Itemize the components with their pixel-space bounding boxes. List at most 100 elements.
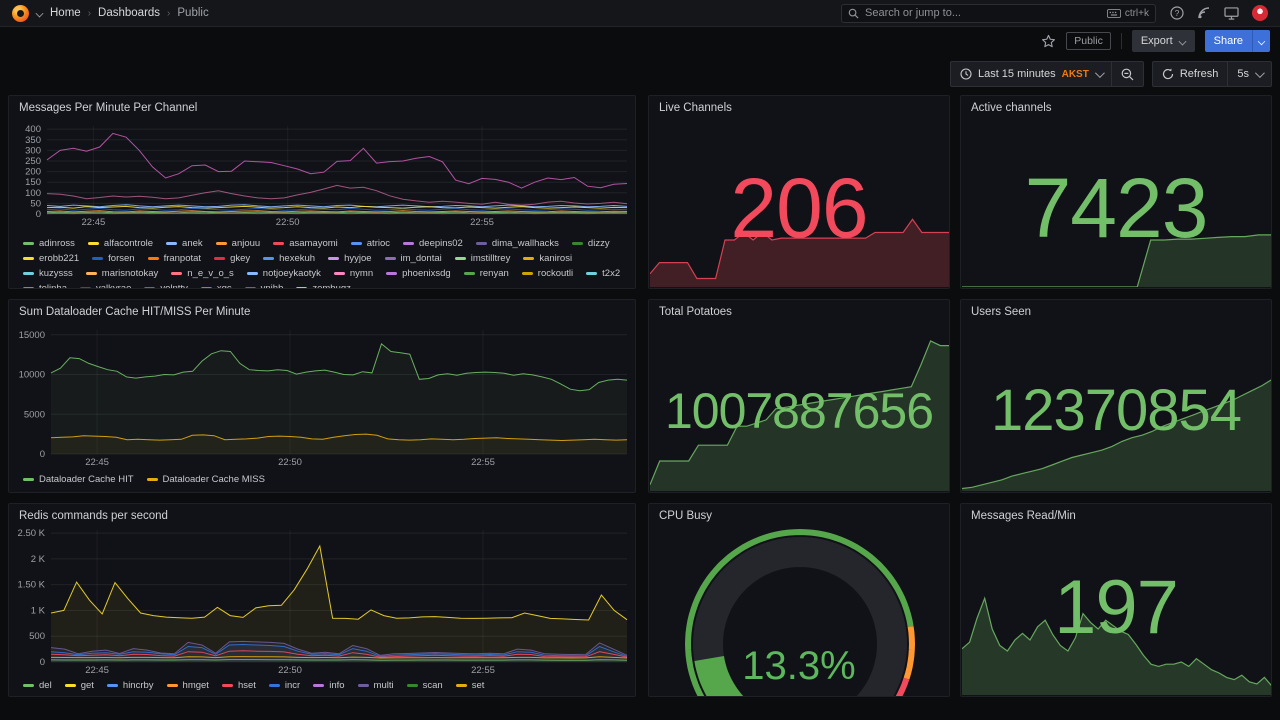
legend-item[interactable]: xqc [200,283,232,288]
panel-title[interactable]: CPU Busy [659,510,713,522]
legend-item[interactable]: anjouu [215,238,260,249]
panel-title[interactable]: Messages Read/Min [971,510,1076,522]
legend-item[interactable]: forsen [92,253,135,264]
legend-item[interactable]: erobb221 [23,253,79,264]
legend-item[interactable]: renyan [463,268,509,279]
legend-item[interactable]: telinha [23,283,67,288]
legend-item[interactable]: imstilltrey [454,253,510,264]
legend-item[interactable]: kuzysss [23,268,73,279]
legend-item[interactable]: Dataloader Cache MISS [146,474,265,485]
panel-dataloader-cache[interactable]: Sum Dataloader Cache HIT/MISS Per Minute… [8,299,636,493]
legend-item[interactable]: franpotat [147,253,201,264]
panel-title[interactable]: Total Potatoes [659,306,732,318]
legend-item[interactable]: n_e_v_o_s [171,268,234,279]
legend-item[interactable]: incr [268,680,300,691]
legend-item[interactable]: set [455,680,484,691]
legend-item[interactable]: get [64,680,94,691]
stat-value: 206 [730,161,868,255]
legend-item[interactable]: notjoeykaotyk [246,268,321,279]
svg-text:5000: 5000 [24,409,45,420]
legend-item[interactable]: scan [406,680,443,691]
legend-item[interactable]: hincrby [106,680,154,691]
share-button[interactable]: Share [1204,30,1252,52]
zoom-out-time-button[interactable] [1110,62,1143,86]
legend-item[interactable]: info [313,680,345,691]
help-icon[interactable]: ? [1170,6,1184,20]
export-button[interactable]: Export [1131,30,1195,52]
stat-value: 12370854 [990,378,1242,443]
timeseries-chart[interactable]: 0 500 1 K 1.50 K 2 K 2.50 K 22:45 22:50 22:55 [15,526,631,676]
breadcrumb-dashboards[interactable]: Dashboards [98,7,161,19]
time-range-picker[interactable]: Last 15 minutes AKST [951,62,1111,86]
legend-item[interactable]: marisnotokay [85,268,158,279]
panel-total-potatoes[interactable]: Total Potatoes 1007887656 [648,299,950,493]
sparkline [650,340,949,491]
zoom-out-icon [1121,68,1134,80]
panel-redis-commands[interactable]: Redis commands per second 0 500 1 K 1.50 K 2… [8,503,636,697]
legend-item[interactable]: valkyrae [80,283,131,288]
legend-item[interactable]: atrioc [350,238,390,249]
legend-item[interactable]: deepins02 [403,238,463,249]
refresh-button[interactable]: Refresh [1153,62,1228,86]
legend-item[interactable]: nymn [333,268,373,279]
legend-item[interactable]: hexekuh [263,253,315,264]
panel-title[interactable]: Active channels [971,102,1052,114]
svg-text:22:50: 22:50 [276,217,300,228]
search-input-wrap[interactable]: ctrl+k [841,3,1156,23]
legend-item[interactable]: alfacontrole [87,238,153,249]
star-icon[interactable] [1041,34,1056,49]
news-rss-icon[interactable] [1197,6,1211,20]
refresh-interval-picker[interactable]: 5s [1227,62,1271,86]
share-split-button: Share [1204,30,1270,52]
legend-item[interactable]: t2x2 [586,268,620,279]
toolbar-divider [1120,33,1122,49]
panel-title[interactable]: Sum Dataloader Cache HIT/MISS Per Minute [19,306,251,318]
svg-text:300: 300 [25,145,41,156]
panel-title[interactable]: Users Seen [971,306,1032,318]
legend-item[interactable]: del [23,680,52,691]
legend-item[interactable]: zembugz [296,283,351,288]
legend-item[interactable]: kanirosi [523,253,572,264]
legend-item[interactable]: rockoutli [521,268,573,279]
panel-title[interactable]: Redis commands per second [19,510,168,522]
refresh-icon [1162,68,1173,80]
panel-users-seen[interactable]: Users Seen 12370854 [960,299,1272,493]
legend-item[interactable]: ynihb [244,283,283,288]
legend-item[interactable]: hset [221,680,256,691]
legend-item[interactable]: adinross [23,238,75,249]
panel-cpu-busy[interactable]: CPU Busy 13.3% [648,503,950,697]
grafana-logo[interactable] [12,4,29,22]
legend-item[interactable]: multi [357,680,394,691]
legend-item[interactable]: Dataloader Cache HIT [23,474,134,485]
legend-item[interactable]: volnttv [144,283,188,288]
panel-active-channels[interactable]: Active channels 7423 [960,95,1272,289]
svg-text:50: 50 [30,198,41,209]
svg-text:22:45: 22:45 [82,217,106,228]
panel-title[interactable]: Messages Per Minute Per Channel [19,102,198,114]
svg-text:22:55: 22:55 [471,457,495,468]
legend-item[interactable]: dizzy [571,238,610,249]
legend-item[interactable]: gkey [214,253,250,264]
panel-messages-per-minute[interactable]: Messages Per Minute Per Channel 0 50 100 15… [8,95,636,289]
svg-text:0: 0 [36,209,41,220]
legend-item[interactable]: anek [166,238,203,249]
timeseries-chart[interactable]: 0 5000 10000 15000 22:45 22:50 22:55 [15,326,631,468]
legend-item[interactable]: phoenixsdg [386,268,451,279]
breadcrumb-home[interactable]: Home [50,7,81,19]
legend-item[interactable]: asamayomi [273,238,338,249]
clock-icon [960,68,972,80]
search-input[interactable] [865,7,1101,19]
legend-item[interactable]: dima_wallhacks [475,238,559,249]
panel-messages-read[interactable]: Messages Read/Min 197 [960,503,1272,697]
share-menu-button[interactable] [1252,30,1270,52]
monitor-icon[interactable] [1224,6,1239,20]
panel-live-channels[interactable]: Live Channels 206 [648,95,950,289]
legend-item[interactable]: hmget [166,680,209,691]
org-chevron-down-icon[interactable] [35,9,44,17]
legend-item[interactable]: im_dontai [384,253,442,264]
panel-title[interactable]: Live Channels [659,102,732,114]
user-avatar[interactable] [1252,5,1268,21]
legend-item[interactable]: hyyjoe [328,253,372,264]
